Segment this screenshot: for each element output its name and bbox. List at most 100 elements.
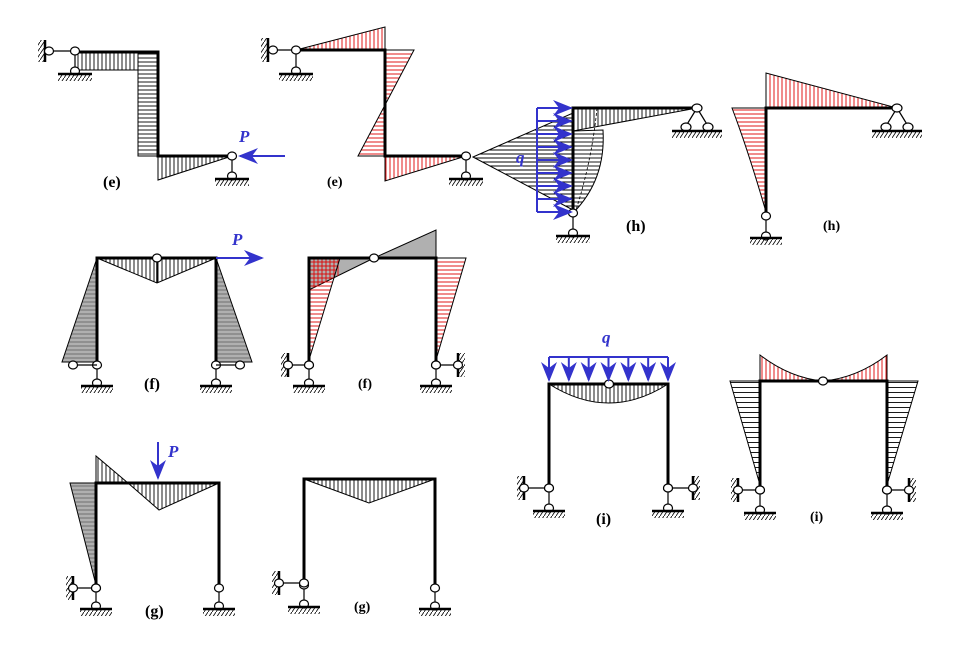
moment-diagram-layer xyxy=(61,26,919,586)
panel-label-i-left: (i) xyxy=(596,511,611,528)
moment-diagram-area xyxy=(157,155,233,181)
moment-diagram-area xyxy=(126,482,220,511)
panel-label-e-left: (e) xyxy=(103,174,121,191)
hinge-icon xyxy=(69,46,81,56)
hinge-icon xyxy=(662,483,674,493)
ground-hatch xyxy=(215,180,249,186)
moment-diagram-area xyxy=(729,380,761,486)
ground-hatch xyxy=(203,610,235,616)
ground-hatch xyxy=(744,514,776,520)
ground-hatch xyxy=(672,132,722,138)
label-layer: (e) (e) P (h) (h) q (f) (f) P (g) (g) P … xyxy=(103,127,840,620)
panel-label-h-left: (h) xyxy=(626,218,646,235)
load-layer xyxy=(150,100,676,480)
moment-diagram-area xyxy=(69,482,97,586)
moment-diagram-area xyxy=(731,107,767,213)
ground-hatch xyxy=(58,75,92,81)
hinge-icon xyxy=(754,485,766,495)
moment-diagram-area xyxy=(74,51,139,71)
panel-label-g-left: (g) xyxy=(145,603,164,620)
panel-label-f-left: (f) xyxy=(144,376,160,393)
moment-diagram-area xyxy=(215,257,253,363)
moment-diagram-area xyxy=(373,229,437,259)
hinge-icon xyxy=(881,485,893,495)
wall-hatch xyxy=(261,38,268,62)
moment-diagram-area xyxy=(572,107,698,132)
ground-hatch xyxy=(871,514,903,520)
hinge-icon xyxy=(460,151,472,161)
ground-hatch xyxy=(288,608,320,614)
hinge-icon xyxy=(282,360,294,370)
ground-hatch xyxy=(556,237,590,243)
panel-label-h-right: (h) xyxy=(823,219,840,234)
hinge-icon xyxy=(151,253,163,263)
moment-diagram-area xyxy=(308,257,341,361)
hinge-icon xyxy=(429,583,441,593)
hinge-icon xyxy=(43,46,55,56)
hinge-icon xyxy=(67,583,79,593)
hinge-icon xyxy=(760,211,772,221)
load-label-h: q xyxy=(516,148,525,167)
hinge-icon xyxy=(234,360,246,370)
hinge-icon xyxy=(226,151,238,161)
moment-diagram-area xyxy=(435,257,467,361)
moment-diagram-area xyxy=(765,72,898,109)
moment-diagram-area xyxy=(295,26,386,51)
moment-diagram-area xyxy=(384,49,415,106)
hinge-icon xyxy=(891,103,903,113)
hinge-icon xyxy=(817,376,829,386)
moment-diagram-area xyxy=(303,478,436,504)
hinge-icon xyxy=(290,45,302,55)
ground-hatch xyxy=(80,610,112,616)
hinge-icon xyxy=(213,583,225,593)
moment-diagram-area xyxy=(137,51,159,157)
moment-diagram-area xyxy=(572,129,604,215)
hinge-icon xyxy=(543,483,555,493)
moment-diagram-area xyxy=(61,257,98,363)
ground-hatch xyxy=(81,387,113,393)
load-label-f: P xyxy=(231,230,243,249)
hinge-icon xyxy=(691,103,703,113)
ground-hatch xyxy=(750,239,782,245)
ground-hatch xyxy=(279,75,313,81)
panel-label-i-right: (i) xyxy=(810,510,824,525)
ground-hatch xyxy=(652,512,684,518)
moment-diagram-area xyxy=(384,155,467,182)
load-label-e: P xyxy=(238,127,250,146)
hinge-icon xyxy=(687,483,699,493)
hinge-icon xyxy=(90,583,102,593)
hinge-icon xyxy=(518,483,530,493)
hinge-icon xyxy=(67,360,79,370)
ground-hatch xyxy=(293,387,325,393)
moment-diagram-area xyxy=(759,353,824,382)
moment-diagram-area xyxy=(95,454,130,484)
hinge-icon xyxy=(452,360,464,370)
panel-label-g-right: (g) xyxy=(354,600,371,615)
hinge-icon xyxy=(298,578,310,588)
load-label-g: P xyxy=(167,442,179,461)
wall-hatch xyxy=(38,40,45,62)
ground-hatch xyxy=(449,180,483,186)
ground-hatch xyxy=(533,512,565,518)
hinge-icon xyxy=(603,379,615,389)
moment-diagram-area xyxy=(886,380,919,486)
ground-hatch xyxy=(420,387,452,393)
moment-diagram-area xyxy=(547,383,670,404)
panel-label-f-right: (f) xyxy=(358,377,372,392)
ground-hatch xyxy=(419,610,451,616)
frame-layer xyxy=(38,38,922,616)
hinge-icon xyxy=(368,253,380,263)
hinge-icon xyxy=(732,485,744,495)
load-label-i: q xyxy=(602,328,611,347)
hinge-icon xyxy=(903,485,915,495)
hinge-icon xyxy=(273,578,285,588)
hinge-icon xyxy=(267,45,279,55)
hinge-icon xyxy=(430,360,442,370)
panel-label-e-right: (e) xyxy=(327,175,343,190)
moment-diagram-area xyxy=(357,104,386,157)
moment-diagram-area xyxy=(822,353,888,382)
ground-hatch xyxy=(200,387,232,393)
hinge-icon xyxy=(303,360,315,370)
ground-hatch xyxy=(872,132,922,138)
